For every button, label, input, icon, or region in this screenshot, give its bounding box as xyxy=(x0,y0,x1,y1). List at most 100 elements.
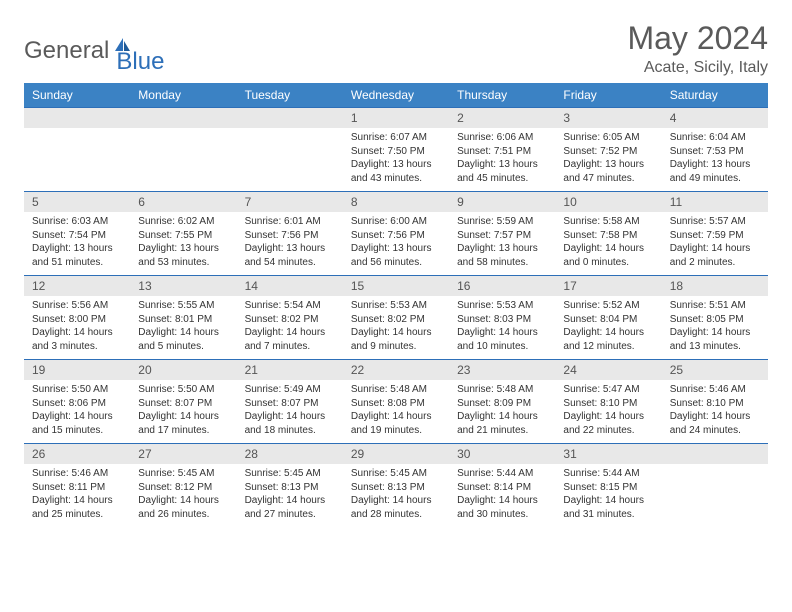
sunrise-text: Sunrise: 5:48 AM xyxy=(351,383,441,397)
day-number: 18 xyxy=(662,276,768,297)
logo-text-blue: Blue xyxy=(116,48,164,76)
sunrise-text: Sunrise: 5:50 AM xyxy=(32,383,122,397)
sunset-text: Sunset: 7:56 PM xyxy=(351,229,441,243)
calendar-week-content: Sunrise: 6:07 AMSunset: 7:50 PMDaylight:… xyxy=(24,128,768,192)
sunrise-text: Sunrise: 5:49 AM xyxy=(245,383,335,397)
sunrise-text: Sunrise: 5:55 AM xyxy=(138,299,228,313)
day-number: 27 xyxy=(130,444,236,465)
sunrise-text: Sunrise: 6:02 AM xyxy=(138,215,228,229)
daylight-text-2: and 21 minutes. xyxy=(457,424,547,438)
sunset-text: Sunset: 8:04 PM xyxy=(563,313,653,327)
day-details: Sunrise: 5:51 AMSunset: 8:05 PMDaylight:… xyxy=(662,296,768,360)
day-number: 3 xyxy=(555,108,661,129)
empty-cell xyxy=(24,128,130,192)
day-details: Sunrise: 5:53 AMSunset: 8:02 PMDaylight:… xyxy=(343,296,449,360)
calendar-week-numbers: 12131415161718 xyxy=(24,276,768,297)
sunset-text: Sunset: 7:52 PM xyxy=(563,145,653,159)
day-number: 8 xyxy=(343,192,449,213)
day-number: 10 xyxy=(555,192,661,213)
daylight-text: Daylight: 14 hours xyxy=(351,494,441,508)
daylight-text-2: and 12 minutes. xyxy=(563,340,653,354)
daylight-text: Daylight: 14 hours xyxy=(457,326,547,340)
day-details: Sunrise: 5:47 AMSunset: 8:10 PMDaylight:… xyxy=(555,380,661,444)
sunset-text: Sunset: 8:03 PM xyxy=(457,313,547,327)
daylight-text: Daylight: 13 hours xyxy=(457,158,547,172)
day-details: Sunrise: 6:04 AMSunset: 7:53 PMDaylight:… xyxy=(662,128,768,192)
daylight-text-2: and 49 minutes. xyxy=(670,172,760,186)
day-details: Sunrise: 5:46 AMSunset: 8:10 PMDaylight:… xyxy=(662,380,768,444)
empty-cell xyxy=(130,108,236,129)
daylight-text: Daylight: 13 hours xyxy=(670,158,760,172)
sunrise-text: Sunrise: 6:00 AM xyxy=(351,215,441,229)
day-details: Sunrise: 5:45 AMSunset: 8:13 PMDaylight:… xyxy=(343,464,449,527)
day-details: Sunrise: 6:05 AMSunset: 7:52 PMDaylight:… xyxy=(555,128,661,192)
sunrise-text: Sunrise: 5:52 AM xyxy=(563,299,653,313)
daylight-text: Daylight: 13 hours xyxy=(138,242,228,256)
sunset-text: Sunset: 7:58 PM xyxy=(563,229,653,243)
day-details: Sunrise: 5:46 AMSunset: 8:11 PMDaylight:… xyxy=(24,464,130,527)
day-details: Sunrise: 6:07 AMSunset: 7:50 PMDaylight:… xyxy=(343,128,449,192)
daylight-text: Daylight: 14 hours xyxy=(245,494,335,508)
sunset-text: Sunset: 8:06 PM xyxy=(32,397,122,411)
daylight-text: Daylight: 14 hours xyxy=(563,494,653,508)
day-details: Sunrise: 5:49 AMSunset: 8:07 PMDaylight:… xyxy=(237,380,343,444)
sunset-text: Sunset: 8:07 PM xyxy=(138,397,228,411)
day-details: Sunrise: 5:45 AMSunset: 8:12 PMDaylight:… xyxy=(130,464,236,527)
sunrise-text: Sunrise: 6:05 AM xyxy=(563,131,653,145)
day-number: 11 xyxy=(662,192,768,213)
day-details: Sunrise: 5:59 AMSunset: 7:57 PMDaylight:… xyxy=(449,212,555,276)
daylight-text-2: and 45 minutes. xyxy=(457,172,547,186)
day-details: Sunrise: 6:02 AMSunset: 7:55 PMDaylight:… xyxy=(130,212,236,276)
daylight-text: Daylight: 14 hours xyxy=(138,494,228,508)
sunrise-text: Sunrise: 5:53 AM xyxy=(457,299,547,313)
day-number: 5 xyxy=(24,192,130,213)
day-details: Sunrise: 5:44 AMSunset: 8:15 PMDaylight:… xyxy=(555,464,661,527)
daylight-text: Daylight: 14 hours xyxy=(563,326,653,340)
location: Acate, Sicily, Italy xyxy=(627,59,768,77)
sunrise-text: Sunrise: 5:45 AM xyxy=(351,467,441,481)
sunset-text: Sunset: 7:50 PM xyxy=(351,145,441,159)
sunrise-text: Sunrise: 5:57 AM xyxy=(670,215,760,229)
daylight-text-2: and 54 minutes. xyxy=(245,256,335,270)
day-number: 22 xyxy=(343,360,449,381)
daylight-text-2: and 13 minutes. xyxy=(670,340,760,354)
daylight-text-2: and 28 minutes. xyxy=(351,508,441,522)
sunset-text: Sunset: 8:13 PM xyxy=(245,481,335,495)
sunset-text: Sunset: 8:11 PM xyxy=(32,481,122,495)
daylight-text: Daylight: 14 hours xyxy=(670,326,760,340)
calendar-week-numbers: 262728293031 xyxy=(24,444,768,465)
weekday-header: Wednesday xyxy=(343,83,449,108)
day-details: Sunrise: 6:03 AMSunset: 7:54 PMDaylight:… xyxy=(24,212,130,276)
sunrise-text: Sunrise: 5:54 AM xyxy=(245,299,335,313)
calendar-week-numbers: 1234 xyxy=(24,108,768,129)
calendar-week-content: Sunrise: 5:46 AMSunset: 8:11 PMDaylight:… xyxy=(24,464,768,527)
day-details: Sunrise: 6:06 AMSunset: 7:51 PMDaylight:… xyxy=(449,128,555,192)
sunset-text: Sunset: 8:00 PM xyxy=(32,313,122,327)
daylight-text: Daylight: 14 hours xyxy=(351,410,441,424)
month-title: May 2024 xyxy=(627,20,768,57)
day-number: 17 xyxy=(555,276,661,297)
day-details: Sunrise: 5:48 AMSunset: 8:08 PMDaylight:… xyxy=(343,380,449,444)
daylight-text: Daylight: 14 hours xyxy=(670,242,760,256)
weekday-header: Saturday xyxy=(662,83,768,108)
day-number: 26 xyxy=(24,444,130,465)
daylight-text: Daylight: 13 hours xyxy=(457,242,547,256)
weekday-header: Thursday xyxy=(449,83,555,108)
sunrise-text: Sunrise: 5:59 AM xyxy=(457,215,547,229)
daylight-text: Daylight: 14 hours xyxy=(245,410,335,424)
sunset-text: Sunset: 8:05 PM xyxy=(670,313,760,327)
daylight-text: Daylight: 14 hours xyxy=(351,326,441,340)
empty-cell xyxy=(662,444,768,465)
logo: General Blue xyxy=(24,26,164,76)
daylight-text-2: and 3 minutes. xyxy=(32,340,122,354)
daylight-text: Daylight: 14 hours xyxy=(457,494,547,508)
daylight-text: Daylight: 14 hours xyxy=(563,410,653,424)
day-number: 30 xyxy=(449,444,555,465)
empty-cell xyxy=(130,128,236,192)
daylight-text-2: and 17 minutes. xyxy=(138,424,228,438)
daylight-text: Daylight: 13 hours xyxy=(563,158,653,172)
day-details: Sunrise: 6:00 AMSunset: 7:56 PMDaylight:… xyxy=(343,212,449,276)
daylight-text: Daylight: 13 hours xyxy=(351,242,441,256)
day-number: 25 xyxy=(662,360,768,381)
daylight-text: Daylight: 14 hours xyxy=(138,326,228,340)
